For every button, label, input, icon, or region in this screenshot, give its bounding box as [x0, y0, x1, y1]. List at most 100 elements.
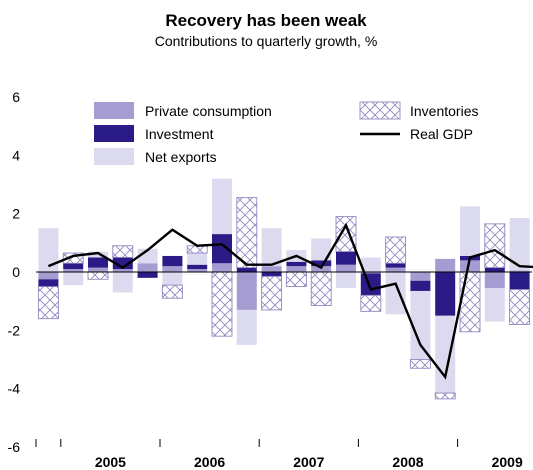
- legend-swatch: [94, 148, 134, 165]
- bar-net-exports: [484, 288, 505, 322]
- bar-private-consumption: [435, 258, 456, 273]
- bar-private-consumption: [410, 272, 431, 281]
- year-label: 2009: [492, 454, 523, 470]
- legend: Private consumption Investment Net exports…: [94, 101, 478, 165]
- bar-private-consumption: [509, 270, 530, 272]
- axes-layer: -6 -4 -2 0 2 4 6 2005 2006 2007 2008 2009: [8, 89, 532, 470]
- bar-private-consumption: [88, 267, 108, 273]
- bar-inventories: [37, 286, 59, 320]
- bar-investment: [63, 263, 84, 270]
- bar-net-exports: [460, 206, 480, 256]
- bar-private-consumption: [236, 272, 257, 310]
- line-real-gdp: [47, 222, 533, 380]
- bar-investment: [112, 257, 133, 270]
- bar-inventories: [62, 252, 84, 264]
- bar-investment: [385, 263, 406, 268]
- chart-title: Recovery has been weak: [165, 11, 367, 30]
- bar-investment: [236, 267, 257, 273]
- bar-private-consumption: [286, 266, 307, 272]
- bar-net-exports: [212, 178, 232, 235]
- bars-layer: [37, 178, 531, 400]
- bar-inventories: [360, 294, 382, 312]
- bar-investment: [311, 260, 332, 267]
- bar-inventories: [335, 216, 357, 253]
- bar-investment: [212, 234, 232, 264]
- bar-private-consumption: [212, 263, 232, 272]
- legend-item-investment: Investment: [94, 125, 214, 142]
- legend-label: Private consumption: [145, 103, 272, 119]
- legend-item-inventories: Inventories: [359, 101, 478, 120]
- bar-net-exports: [311, 238, 332, 261]
- bar-investment: [261, 272, 282, 277]
- bar-private-consumption: [187, 269, 208, 272]
- year-label: 2007: [293, 454, 324, 470]
- bar-investment: [38, 279, 59, 287]
- bar-private-consumption: [63, 269, 84, 272]
- bar-inventories: [87, 271, 109, 280]
- bar-net-exports: [509, 218, 530, 271]
- bar-private-consumption: [360, 272, 381, 274]
- legend-item-real-gdp: Real GDP: [360, 126, 473, 142]
- bar-inventories: [310, 271, 332, 306]
- bar-investment: [509, 272, 530, 290]
- bar-investment: [336, 251, 356, 265]
- legend-item-net-exports: Net exports: [94, 148, 217, 165]
- bar-investment: [137, 272, 158, 278]
- y-tick-label: -2: [8, 322, 21, 338]
- legend-label: Real GDP: [410, 126, 473, 142]
- bar-inventories: [285, 271, 307, 288]
- y-tick-label: 4: [12, 147, 20, 163]
- bar-net-exports: [360, 257, 381, 272]
- bar-inventories: [484, 223, 506, 269]
- bar-inventories: [112, 245, 134, 258]
- gdp-line-layer: [47, 222, 533, 380]
- bar-inventories: [261, 275, 283, 311]
- legend-swatch: [94, 125, 134, 142]
- bar-private-consumption: [484, 272, 505, 289]
- bar-net-exports: [187, 253, 208, 265]
- year-label: 2008: [392, 454, 423, 470]
- bar-net-exports: [410, 290, 431, 360]
- bar-investment: [88, 257, 108, 268]
- bar-private-consumption: [261, 266, 282, 272]
- bar-private-consumption: [336, 264, 356, 272]
- bar-private-consumption: [311, 266, 332, 272]
- bar-inventories: [434, 392, 456, 400]
- bar-private-consumption: [385, 267, 406, 273]
- legend-label: Net exports: [145, 149, 217, 165]
- legend-swatch: [359, 101, 401, 120]
- bar-private-consumption: [112, 269, 133, 272]
- chart-subtitle: Contributions to quarterly growth, %: [155, 33, 378, 49]
- bar-inventories: [509, 289, 531, 325]
- bar-inventories: [161, 284, 183, 299]
- year-label: 2006: [194, 454, 225, 470]
- bar-net-exports: [435, 315, 456, 394]
- legend-item-private-consumption: Private consumption: [94, 102, 272, 119]
- bar-inventories: [409, 359, 431, 369]
- bar-investment: [286, 261, 307, 267]
- bar-inventories: [385, 236, 407, 264]
- bar-net-exports: [38, 228, 59, 272]
- bar-investment: [484, 267, 505, 273]
- bar-net-exports: [88, 251, 108, 258]
- bar-investment: [435, 272, 456, 316]
- bar-inventories: [459, 271, 481, 333]
- bar-net-exports: [236, 309, 257, 345]
- bar-investment: [187, 264, 208, 270]
- legend-swatch: [94, 102, 134, 119]
- bar-investment: [162, 255, 183, 267]
- legend-label: Investment: [145, 126, 214, 142]
- bar-inventories: [211, 271, 233, 337]
- legend-label: Inventories: [410, 103, 478, 119]
- y-tick-label: 2: [12, 206, 20, 222]
- y-tick-label: 6: [12, 89, 20, 105]
- y-tick-label: 0: [12, 264, 20, 280]
- bar-investment: [360, 273, 381, 296]
- bar-private-consumption: [162, 266, 183, 272]
- year-label: 2005: [95, 454, 126, 470]
- bar-net-exports: [112, 272, 133, 293]
- bar-private-consumption: [460, 260, 480, 272]
- bar-private-consumption: [137, 263, 158, 272]
